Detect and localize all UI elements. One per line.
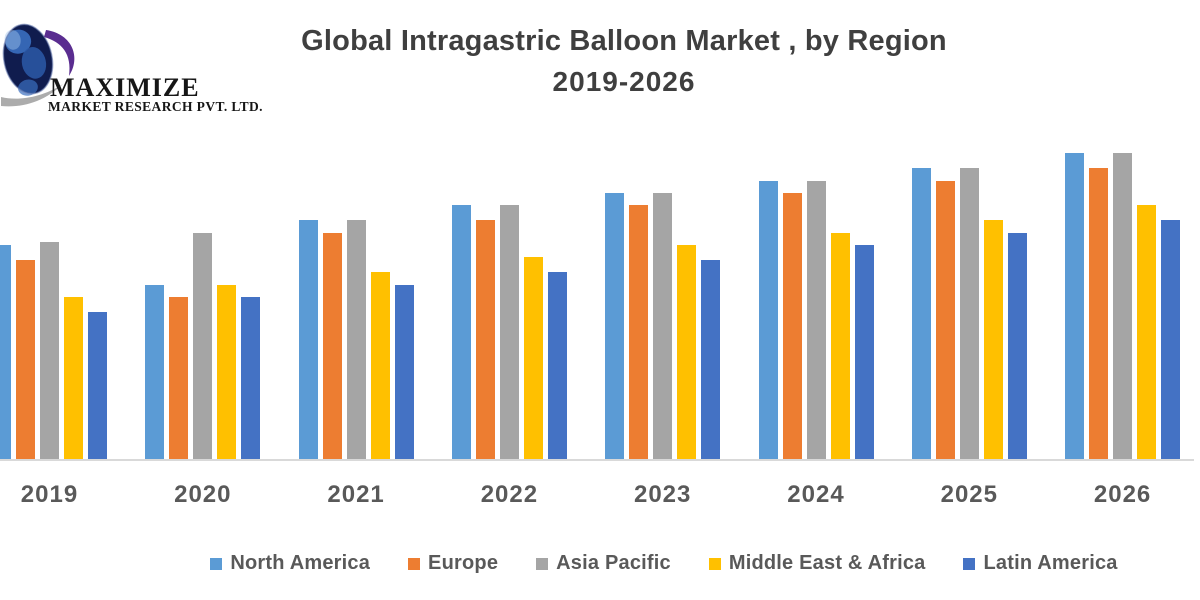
bar-2026-europe bbox=[1089, 168, 1109, 459]
bar-group-2022 bbox=[451, 205, 567, 459]
bar-2022-asia-pacific bbox=[499, 205, 519, 459]
bar-2023-latin-america bbox=[701, 260, 721, 459]
legend-item-latin-america: Latin America bbox=[963, 552, 1117, 575]
legend-label-north-america: North America bbox=[230, 552, 371, 574]
bar-2021-asia-pacific bbox=[346, 220, 366, 459]
bar-2022-middle-east-africa bbox=[523, 257, 543, 459]
logo-swoosh-gray-icon bbox=[1, 84, 63, 107]
bar-group-2026 bbox=[1065, 153, 1181, 459]
legend-label-latin-america: Latin America bbox=[983, 552, 1118, 574]
legend-label-middle-east-africa: Middle East & Africa bbox=[728, 552, 926, 574]
x-axis-label-2021: 2021 bbox=[327, 481, 385, 508]
bar-group-2019 bbox=[0, 242, 107, 459]
bar-2025-middle-east-africa bbox=[983, 220, 1003, 459]
bar-2025-asia-pacific bbox=[959, 168, 979, 459]
bar-2021-middle-east-africa bbox=[370, 272, 390, 459]
x-axis-label-2024: 2024 bbox=[787, 481, 845, 508]
x-axis-label-2019: 2019 bbox=[20, 481, 79, 508]
bar-2020-middle-east-africa bbox=[217, 285, 237, 459]
legend-item-europe: Europe bbox=[408, 552, 498, 575]
bar-2019-north-america bbox=[0, 245, 11, 459]
bar-group-2025 bbox=[911, 168, 1027, 459]
legend-item-asia-pacific: Asia Pacific bbox=[536, 552, 671, 575]
bar-2026-middle-east-africa bbox=[1137, 205, 1157, 459]
legend-swatch-icon-asia-pacific bbox=[536, 557, 549, 570]
bar-2020-latin-america bbox=[241, 297, 261, 459]
bar-2023-europe bbox=[629, 205, 649, 459]
bar-2023-middle-east-africa bbox=[677, 245, 697, 459]
chart-subtitle: 2019-2026 bbox=[552, 66, 696, 97]
bar-2021-europe bbox=[322, 233, 342, 459]
bar-2020-asia-pacific bbox=[193, 233, 213, 459]
chart-title: Global Intragastric Balloon Market , by … bbox=[301, 25, 947, 57]
x-axis-label-2022: 2022 bbox=[480, 481, 539, 508]
bar-2025-latin-america bbox=[1007, 233, 1027, 459]
bar-2020-europe bbox=[169, 297, 189, 459]
bar-group-2023 bbox=[605, 193, 721, 459]
logo-swoosh-purple-icon bbox=[44, 30, 75, 76]
legend-label-europe: Europe bbox=[428, 552, 499, 574]
bar-group-2020 bbox=[145, 233, 261, 459]
bar-2019-latin-america bbox=[88, 312, 107, 459]
bar-2024-europe bbox=[782, 193, 802, 459]
legend-swatch-icon-europe bbox=[408, 557, 421, 570]
logo-company-name: MAXIMIZE bbox=[50, 73, 200, 102]
bar-2024-latin-america bbox=[854, 245, 874, 459]
bar-2021-north-america bbox=[298, 220, 318, 459]
bar-2022-north-america bbox=[451, 205, 471, 459]
legend: North America Europe Asia Pacific Middle Ea… bbox=[128, 552, 1200, 575]
title-block: Global Intragastric Balloon Market , by … bbox=[48, 24, 1200, 97]
x-axis-line bbox=[0, 459, 1194, 461]
bar-2021-latin-america bbox=[394, 285, 414, 459]
x-axis-label-2025: 2025 bbox=[940, 481, 998, 508]
x-axis-label-2020: 2020 bbox=[174, 481, 232, 508]
bar-2019-europe bbox=[16, 260, 35, 459]
legend-item-north-america: North America bbox=[210, 552, 370, 575]
bar-group-2024 bbox=[758, 181, 874, 459]
bar-2023-asia-pacific bbox=[653, 193, 673, 459]
bar-2026-asia-pacific bbox=[1113, 153, 1133, 459]
globe-icon bbox=[2, 23, 54, 96]
bar-2023-north-america bbox=[605, 193, 625, 459]
bar-2019-middle-east-africa bbox=[64, 297, 83, 459]
bar-2022-latin-america bbox=[547, 272, 567, 459]
legend-item-middle-east-africa: Middle East & Africa bbox=[708, 552, 926, 575]
company-logo: MAXIMIZE MARKET RESEARCH PVT. LTD. bbox=[1, 23, 263, 114]
bar-2025-north-america bbox=[911, 168, 931, 459]
legend-swatch-icon-latin-america bbox=[963, 557, 976, 570]
bar-2025-europe bbox=[935, 181, 955, 459]
legend-label-asia-pacific: Asia Pacific bbox=[556, 552, 671, 574]
legend-swatch-icon-middle-east-africa bbox=[708, 557, 721, 570]
bar-2024-north-america bbox=[758, 181, 778, 459]
x-axis-label-2026: 2026 bbox=[1093, 481, 1152, 508]
legend-swatch-icon-north-america bbox=[210, 557, 223, 570]
bar-2024-middle-east-africa bbox=[830, 233, 850, 459]
bar-2019-asia-pacific bbox=[40, 242, 59, 459]
bar-2026-north-america bbox=[1065, 153, 1085, 459]
bar-2026-latin-america bbox=[1161, 220, 1181, 459]
x-axis-label-2023: 2023 bbox=[633, 481, 692, 508]
logo-company-subtitle: MARKET RESEARCH PVT. LTD. bbox=[48, 99, 263, 114]
bar-2022-europe bbox=[475, 220, 495, 459]
bar-2020-north-america bbox=[145, 285, 165, 459]
bar-group-2021 bbox=[298, 220, 414, 459]
bar-2024-asia-pacific bbox=[806, 181, 826, 459]
